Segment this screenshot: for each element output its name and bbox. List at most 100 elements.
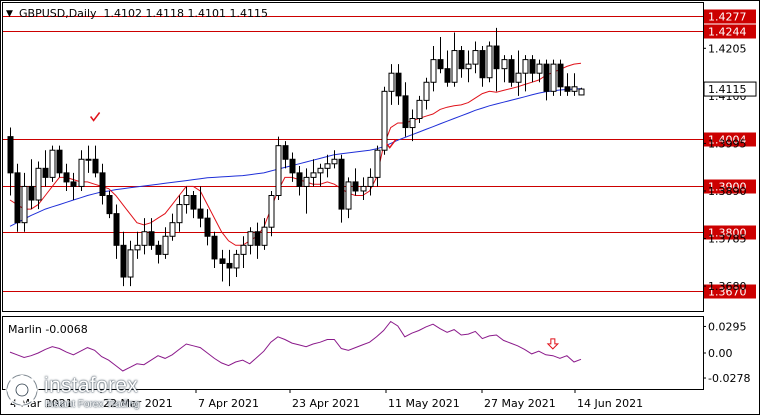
oscillator-tick-label: -0.0278	[708, 372, 750, 385]
candle-body	[381, 90, 388, 151]
level-label: 1.3800	[708, 227, 747, 240]
candle-body	[451, 50, 458, 83]
time-tick-label: 7 Apr 2021	[198, 397, 259, 410]
candle-body	[465, 63, 472, 70]
candle-body	[197, 208, 204, 219]
candle-body	[92, 158, 99, 174]
candle-body	[367, 176, 374, 187]
candle-body	[42, 167, 49, 178]
candle-body	[226, 262, 233, 269]
main-panel	[2, 2, 704, 312]
chart-title: GBPUSD,Daily 1.4102 1.4118 1.4101 1.4115	[19, 7, 268, 20]
candle-body	[99, 172, 106, 196]
candle-body	[409, 118, 416, 129]
candle-body	[240, 244, 247, 255]
level-label: 1.4244	[708, 26, 747, 39]
time-axis: 4 Mar 2021 22 Mar 2021 7 Apr 2021 23 Apr 20…	[7, 389, 643, 410]
candle-body	[395, 72, 402, 97]
time-tick-label: 11 May 2021	[388, 397, 460, 410]
check-mark-icon	[90, 112, 101, 122]
instaforex-icon	[5, 373, 39, 407]
oscillator-tick-label: 0.00	[708, 347, 733, 360]
candle-body	[352, 181, 359, 192]
price-tick-label: 1.3785	[708, 233, 747, 246]
level-label-bg	[704, 225, 756, 240]
candle-body	[148, 231, 155, 246]
candle-body	[529, 59, 536, 74]
candle-body	[141, 231, 148, 246]
candle-body	[282, 145, 289, 160]
candle-body	[416, 99, 423, 120]
candle-body	[374, 149, 381, 178]
candle-body	[127, 249, 134, 278]
candle-body	[444, 68, 451, 83]
time-tick-label: 27 May 2021	[484, 397, 556, 410]
level-lines: 1.4277 1.4244 1.4004 1.3900 1.3800 1.3670	[3, 9, 756, 299]
candle-body	[14, 172, 21, 224]
watermark-logo: instaforex Instant Forex Trading	[4, 372, 184, 412]
candle-body	[493, 45, 500, 70]
candle-body	[63, 172, 70, 183]
chart-markers	[90, 112, 397, 149]
candle-body	[324, 163, 331, 169]
indicator-panel	[2, 316, 704, 390]
oscillator-tick-label: 0.0295	[708, 320, 747, 333]
candle-body	[437, 59, 444, 70]
price-tick-label: 1.3890	[708, 185, 747, 198]
candle-body	[578, 88, 585, 96]
candle-body	[204, 217, 211, 237]
time-tick-label: 4 Mar 2021	[10, 397, 73, 410]
current-price-label: 1.4115	[708, 83, 747, 96]
level-label-bg	[704, 9, 756, 24]
candle-body	[70, 181, 77, 187]
watermark-brand: instaforex	[44, 374, 139, 397]
candle-body	[310, 172, 317, 178]
candle-body	[162, 235, 169, 255]
candle-body	[289, 158, 296, 174]
oscillator-series	[9, 320, 582, 372]
candle-body	[28, 185, 35, 201]
candle-body	[317, 167, 324, 174]
indicator-title: Marlin -0.0068	[8, 323, 88, 336]
candle-body	[479, 50, 486, 79]
level-label-bg	[704, 179, 756, 194]
candle-body	[472, 50, 479, 65]
candle-body	[134, 244, 141, 251]
level-label: 1.3900	[708, 181, 747, 194]
candle-body	[536, 63, 543, 74]
price-axis: 1.42051.41001.39951.38901.37851.36801.41…	[703, 42, 757, 293]
candle-body	[120, 244, 127, 278]
candle-body	[113, 213, 120, 246]
candle-body	[331, 158, 338, 165]
time-tick-label: 14 Jun 2021	[577, 397, 643, 410]
candle-body	[155, 244, 162, 255]
candle-body	[190, 195, 197, 210]
price-tick-label: 1.3680	[708, 280, 747, 293]
candle-body	[169, 222, 176, 237]
candle-body	[458, 50, 465, 70]
price-tick-label: 1.3995	[708, 137, 747, 150]
candlesticks	[7, 27, 585, 287]
time-tick-label: 22 Mar 2021	[103, 397, 173, 410]
check-mark-icon	[386, 139, 397, 149]
candle-body	[543, 63, 550, 92]
candle-body	[183, 195, 190, 206]
candle-body	[219, 258, 226, 264]
candle-body	[388, 72, 395, 92]
candle-body	[402, 95, 409, 129]
level-label: 1.4277	[708, 11, 747, 24]
current-price-box	[703, 81, 757, 97]
candle-body	[522, 59, 529, 74]
candle-body	[571, 86, 578, 92]
candle-body	[261, 226, 268, 246]
candle-body	[550, 63, 557, 92]
candle-body	[430, 59, 437, 83]
level-label: 1.4004	[708, 134, 747, 147]
candle-body	[106, 195, 113, 215]
candle-body	[275, 145, 282, 196]
candle-body	[296, 172, 303, 187]
candle-body	[254, 231, 261, 246]
candle-body	[176, 204, 183, 224]
watermark-tagline: Instant Forex Trading	[45, 399, 140, 410]
candle-body	[508, 59, 515, 83]
